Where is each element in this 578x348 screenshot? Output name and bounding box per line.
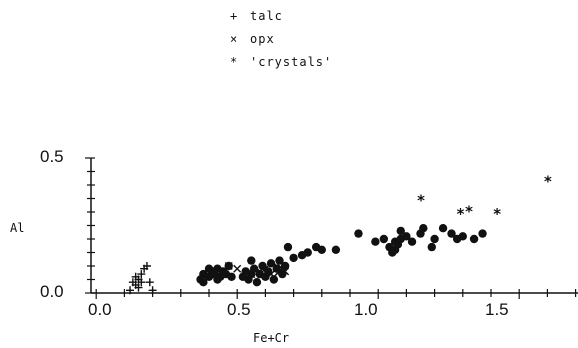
y-ticks bbox=[85, 157, 95, 294]
data-point-crystals: * bbox=[456, 205, 465, 223]
legend-label-talc: talc bbox=[250, 9, 283, 23]
data-point-crystals: * bbox=[543, 173, 552, 191]
data-point-talc bbox=[128, 278, 137, 287]
data-point-dot bbox=[427, 242, 436, 252]
legend-marker-opx: × bbox=[230, 32, 238, 46]
data-point-talc bbox=[148, 286, 157, 295]
data-point-crystals: * bbox=[464, 202, 473, 220]
x-tick-label-0.0: 0.0 bbox=[88, 300, 112, 319]
data-point-dot bbox=[275, 256, 284, 265]
data-point-dot bbox=[266, 259, 276, 268]
data-point-dot bbox=[224, 261, 233, 271]
x-tick-label-1.5: 1.5 bbox=[485, 300, 509, 319]
data-point-dot bbox=[289, 253, 298, 263]
data-point-dot bbox=[303, 248, 312, 257]
y-axis-label: Al bbox=[10, 221, 24, 235]
data-point-dot bbox=[283, 242, 293, 252]
data-point-talc bbox=[131, 272, 140, 281]
data-point-dot bbox=[199, 278, 208, 287]
data-point-dot bbox=[478, 229, 487, 238]
x-axis-label: Fe+Cr bbox=[253, 331, 289, 345]
data-point-dot bbox=[213, 275, 222, 284]
data-point-dot bbox=[407, 237, 417, 246]
data-point-talc bbox=[137, 278, 146, 287]
legend-marker-talc: + bbox=[230, 9, 238, 23]
data-point-dot bbox=[280, 261, 290, 271]
data-point-talc bbox=[134, 283, 143, 292]
data-points: ** * ** bbox=[126, 173, 552, 295]
data-point-dot bbox=[331, 245, 341, 254]
data-point-talc bbox=[126, 286, 135, 295]
data-point-dot bbox=[354, 229, 363, 238]
data-point-talc bbox=[142, 262, 151, 270]
data-point-crystals: * bbox=[493, 205, 502, 223]
data-point-talc bbox=[145, 278, 154, 287]
legend-label-opx: opx bbox=[250, 32, 275, 46]
data-point-dot bbox=[227, 272, 236, 281]
data-point-dot bbox=[278, 269, 287, 279]
data-point-dot bbox=[438, 224, 448, 233]
data-point-dot bbox=[258, 261, 267, 271]
data-point-crystals: * bbox=[417, 192, 426, 210]
data-point-dot bbox=[447, 229, 456, 238]
data-point-dot bbox=[458, 232, 467, 241]
legend-label-crystals: 'crystals' bbox=[250, 55, 332, 69]
legend-marker-crystals: * bbox=[230, 55, 238, 69]
data-point-dot bbox=[371, 237, 380, 246]
data-point-dot bbox=[249, 264, 259, 273]
data-point-dot bbox=[264, 267, 273, 276]
y-tick-label-0.0: 0.0 bbox=[40, 282, 64, 301]
data-point-talc bbox=[137, 270, 146, 279]
x-ticks bbox=[95, 289, 577, 299]
y-tick-label-0.5: 0.5 bbox=[40, 147, 64, 166]
data-point-dot bbox=[204, 264, 214, 273]
data-point-dot bbox=[269, 275, 279, 284]
data-point-dot bbox=[469, 234, 479, 244]
data-point-dot bbox=[396, 226, 405, 236]
data-point-dot bbox=[317, 245, 326, 254]
data-point-dot bbox=[419, 224, 428, 233]
x-tick-label-1.0: 1.0 bbox=[354, 300, 378, 319]
data-point-dot bbox=[247, 256, 256, 265]
data-point-opx bbox=[233, 264, 242, 273]
legend: + talc × opx * 'crystals' bbox=[230, 9, 332, 69]
x-tick-label-0.5: 0.5 bbox=[227, 300, 251, 319]
data-point-dot bbox=[252, 278, 262, 287]
data-point-dot bbox=[402, 232, 411, 241]
data-point-dot bbox=[430, 234, 439, 244]
data-point-dot bbox=[390, 245, 400, 254]
data-point-dot bbox=[272, 264, 281, 273]
data-point-dot bbox=[379, 234, 389, 244]
